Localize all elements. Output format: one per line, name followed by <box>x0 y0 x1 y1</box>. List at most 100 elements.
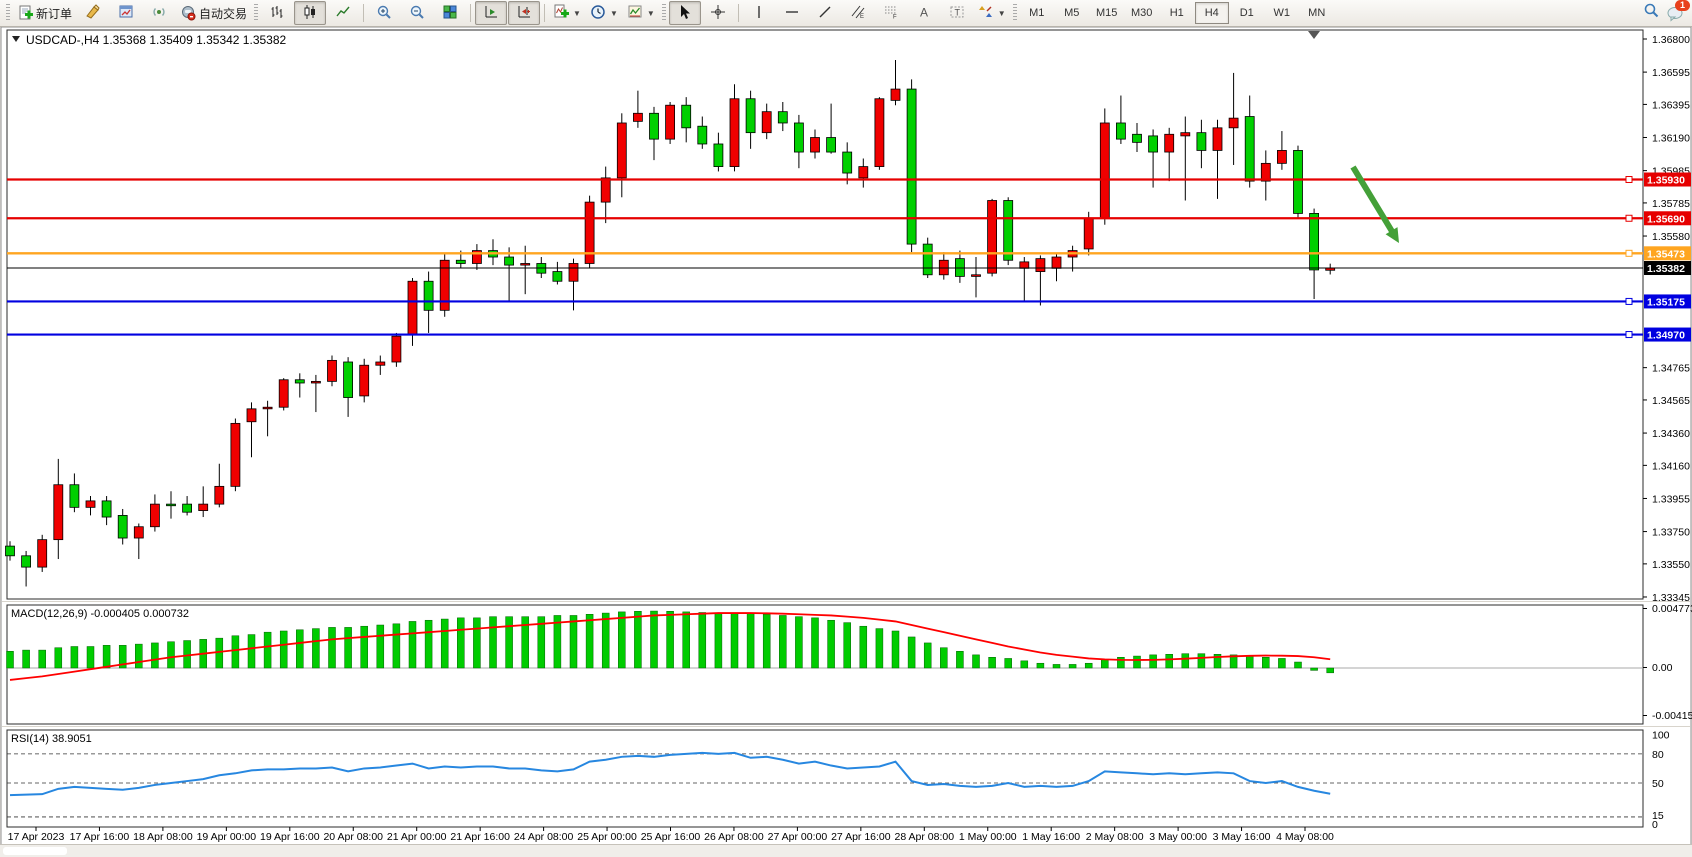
macd-histogram-bar <box>698 612 707 669</box>
dropdown-arrow-icon: ▼ <box>609 8 618 18</box>
candle-body <box>343 361 354 398</box>
macd-histogram-bar <box>167 641 175 669</box>
level-lines[interactable]: 1.35930 1.35690 1.35473 1.35175 1.34970 <box>7 172 1691 342</box>
macd-histogram-bar <box>457 617 465 669</box>
signals-button[interactable] <box>143 1 175 25</box>
line-chart-button[interactable] <box>327 1 359 25</box>
candle-body <box>214 485 225 505</box>
toolbar-drag-handle[interactable] <box>254 4 259 22</box>
timeframe-m15-button[interactable]: M15 <box>1096 7 1118 19</box>
macd-histogram-bar <box>505 616 513 669</box>
indicators-button[interactable]: ▼ <box>549 1 585 25</box>
macd-pane: MACD(12,26,9) -0.000405 0.000732 0.004773… <box>6 603 1692 722</box>
vertical-line-tool-button[interactable] <box>743 1 775 25</box>
profile-window-button[interactable] <box>110 1 142 25</box>
time-tick-label: 4 May 08:00 <box>1276 831 1334 843</box>
chart-shift-icon <box>516 4 532 23</box>
candle-body <box>1164 133 1175 153</box>
cursor-tool-button[interactable] <box>668 1 701 25</box>
time-tick-label: 1 May 16:00 <box>1022 831 1080 843</box>
dropdown-arrow-icon: ▼ <box>997 8 1006 18</box>
equidistant-channel-tool-button[interactable]: E <box>842 1 874 25</box>
text-tool-button[interactable]: A <box>908 1 940 25</box>
toolbar-drag-handle[interactable] <box>661 4 666 22</box>
periods-button[interactable]: ▼ <box>586 1 622 25</box>
timeframe-m1-button[interactable]: M1 <box>1029 7 1045 19</box>
candle-body <box>246 408 257 423</box>
macd-histogram-bar <box>843 622 851 669</box>
candle-body <box>1019 261 1030 269</box>
rsi-axis-label: 50 <box>1652 778 1664 790</box>
macd-histogram-bar <box>489 616 497 669</box>
time-tick-label: 21 Apr 16:00 <box>450 831 510 843</box>
search-icon[interactable] <box>1643 2 1660 24</box>
crosshair-tool-button[interactable] <box>702 1 734 25</box>
timeframe-m5-button[interactable]: M5 <box>1064 7 1080 19</box>
shapes-icon <box>978 4 994 23</box>
macd-histogram-bar <box>859 625 868 669</box>
fibonacci-tool-button[interactable]: F <box>875 1 907 25</box>
tile-windows-button[interactable] <box>434 1 466 25</box>
time-tick-label: 19 Apr 16:00 <box>260 831 320 843</box>
macd-histogram-bar <box>312 628 320 669</box>
auto-scroll-button[interactable] <box>475 1 508 25</box>
macd-histogram-bar <box>344 627 352 669</box>
timeframe-d1-button[interactable]: D1 <box>1239 7 1254 19</box>
styler-button[interactable] <box>77 1 109 25</box>
candlestick-chart-button[interactable] <box>294 1 327 25</box>
svg-text:1.34970: 1.34970 <box>1647 330 1685 342</box>
new-order-button[interactable]: 新订单 <box>13 1 76 25</box>
macd-histogram-bar <box>102 645 111 669</box>
price-tick-label: 1.33345 <box>1652 592 1690 604</box>
new-order-label: 新订单 <box>36 6 73 21</box>
templates-button[interactable]: ▼ <box>623 1 659 25</box>
candle-body <box>198 503 209 511</box>
timeframe-mn-button[interactable]: MN <box>1308 7 1326 19</box>
toolbar-drag-handle[interactable] <box>1012 4 1017 22</box>
macd-histogram-bar <box>988 657 996 669</box>
notifications-icon[interactable]: 1 <box>1666 0 1690 22</box>
macd-histogram-bar <box>956 651 964 669</box>
zoom-in-button[interactable] <box>368 1 400 25</box>
auto-trading-button[interactable]: 自动交易 <box>176 1 251 25</box>
trendline-tool-button[interactable] <box>809 1 841 25</box>
price-tick-label: 1.35785 <box>1652 198 1690 210</box>
macd-histogram-bar <box>537 616 546 669</box>
candle-body <box>439 259 450 311</box>
timeframe-m30-button[interactable]: M30 <box>1131 7 1153 19</box>
timeframe-w1-button[interactable]: W1 <box>1273 7 1290 19</box>
horizontal-line-tool-button[interactable] <box>776 1 808 25</box>
candle-body <box>101 500 112 518</box>
price-level-tag <box>1644 172 1691 187</box>
price-tick-label: 1.34765 <box>1652 363 1690 375</box>
timeframe-h1-button[interactable]: H1 <box>1169 7 1184 19</box>
symbol-ohlc-title: USDCAD-,H4 1.35368 1.35409 1.35342 1.353… <box>26 33 287 47</box>
trend-arrow-annotation[interactable] <box>1350 165 1399 243</box>
candle-body <box>1277 150 1287 164</box>
price-level-tag <box>1644 294 1691 309</box>
price-axis[interactable]: 1.368001.365951.363951.361901.359851.357… <box>1643 34 1690 604</box>
zoom-out-button[interactable] <box>401 1 433 25</box>
macd-histogram-bar <box>392 623 401 669</box>
macd-histogram-bar <box>1101 659 1109 669</box>
crosshair-icon <box>710 4 726 23</box>
status-pill <box>3 847 67 855</box>
arrows-tool-button[interactable]: ▼ <box>974 1 1010 25</box>
macd-histogram-bar <box>376 624 385 669</box>
macd-histogram-bar <box>1181 653 1190 669</box>
bar-chart-button[interactable] <box>261 1 293 25</box>
candle-body <box>37 539 48 568</box>
candle-body <box>906 88 917 245</box>
candle-body <box>665 104 675 140</box>
timeframe-h4-button[interactable]: H4 <box>1194 2 1229 24</box>
time-axis[interactable]: 17 Apr 2023 17 Apr 16:00 18 Apr 08:00 19 Ap… <box>8 827 1334 843</box>
candle-body <box>761 111 772 134</box>
time-tick-label: 17 Apr 2023 <box>8 831 65 843</box>
toolbar-drag-handle[interactable] <box>6 4 10 22</box>
chart-window-icon <box>118 4 134 23</box>
candle-body <box>1293 150 1303 214</box>
chart-shift-button[interactable] <box>508 1 541 25</box>
candle-body <box>21 555 32 568</box>
text-label-tool-button[interactable]: T <box>941 1 973 25</box>
